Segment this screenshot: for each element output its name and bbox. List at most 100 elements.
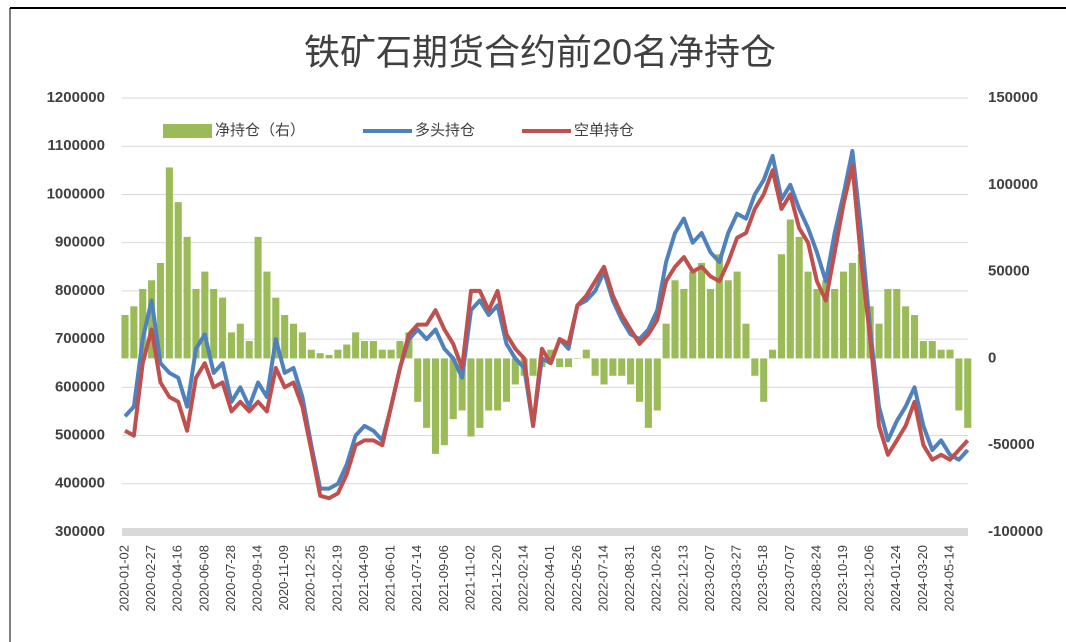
x-tick-label: 2020-12-25	[303, 545, 318, 612]
bar	[139, 288, 147, 359]
x-tick-label: 2023-12-06	[862, 545, 877, 612]
bar	[529, 358, 537, 376]
bar	[884, 288, 892, 359]
bar	[848, 262, 856, 359]
bar	[715, 254, 723, 359]
x-tick-label: 2024-05-14	[941, 545, 956, 612]
bar	[210, 288, 218, 359]
bar	[556, 358, 564, 368]
y-tick-label: 1000000	[47, 185, 105, 202]
bar	[343, 344, 351, 359]
y-tick-label: 800000	[55, 282, 105, 299]
x-tick-label: 2020-04-16	[170, 545, 185, 612]
bar	[334, 349, 342, 359]
legend-label: 空单持仓	[574, 122, 634, 139]
bar	[467, 358, 475, 437]
bar	[910, 315, 919, 359]
x-tick-label: 2023-08-24	[808, 545, 823, 612]
bar	[777, 254, 785, 359]
bar	[440, 358, 448, 446]
bar	[627, 358, 635, 385]
bar	[281, 315, 289, 359]
bar	[786, 219, 794, 359]
y2-tick-label: 50000	[988, 263, 1030, 280]
bar	[875, 323, 883, 359]
bar	[360, 341, 369, 359]
x-tick-label: 2024-01-24	[888, 545, 903, 612]
x-tick-label: 2020-07-28	[223, 545, 238, 612]
x-tick-label: 2022-05-26	[569, 545, 584, 612]
bar	[325, 354, 333, 359]
y-tick-label: 700000	[55, 330, 105, 347]
x-tick-label: 2020-02-27	[143, 545, 158, 612]
x-tick-label: 2024-03-20	[915, 545, 930, 612]
bar	[893, 288, 901, 359]
bar	[174, 202, 182, 359]
bar	[369, 341, 377, 359]
bar	[964, 358, 972, 428]
bar	[804, 271, 812, 359]
x-tick-label: 2022-02-14	[516, 545, 531, 612]
x-tick-label: 2023-10-19	[835, 545, 850, 612]
bar	[928, 341, 936, 359]
bar	[449, 358, 457, 420]
x-tick-label: 2022-07-14	[595, 545, 610, 612]
y2-tick-label: 100000	[988, 176, 1038, 193]
line	[123, 149, 970, 491]
bar	[494, 358, 502, 411]
legend-label: 净持仓（右）	[215, 122, 305, 139]
bar	[201, 271, 209, 359]
bar	[946, 349, 954, 359]
bar	[272, 297, 280, 359]
bar	[423, 358, 431, 428]
bar	[955, 358, 963, 411]
bar	[476, 358, 484, 428]
bar	[414, 358, 422, 402]
bar	[485, 358, 493, 411]
bar	[582, 349, 590, 359]
y-tick-label: 500000	[55, 427, 105, 444]
bar	[680, 288, 688, 359]
x-tick-label: 2022-04-01	[542, 545, 557, 612]
x-tick-label: 2022-10-26	[649, 545, 664, 612]
bar	[502, 358, 510, 402]
bar	[902, 306, 910, 359]
bar	[618, 358, 626, 376]
bar	[831, 288, 839, 359]
y-tick-label: 600000	[55, 378, 105, 395]
bar	[290, 323, 298, 359]
bar	[937, 349, 945, 359]
bar	[165, 167, 173, 359]
y2-tick-label: -50000	[988, 436, 1035, 453]
bar	[600, 358, 608, 385]
bar	[378, 349, 386, 359]
bar	[183, 236, 191, 359]
bar	[857, 254, 865, 359]
bar	[742, 323, 750, 359]
bar	[396, 341, 404, 359]
x-tick-label: 2023-05-18	[755, 545, 770, 612]
bar	[511, 358, 519, 385]
bar	[822, 280, 830, 359]
bar	[662, 323, 670, 359]
bar	[352, 332, 360, 359]
bar	[751, 358, 759, 376]
bar	[458, 358, 466, 411]
x-tick-label: 2021-09-06	[436, 545, 451, 612]
legend-label: 多头持仓	[415, 122, 475, 139]
y-tick-label: 400000	[55, 475, 105, 492]
bar	[307, 349, 315, 359]
x-tick-label: 2020-01-02	[116, 545, 131, 612]
bar	[698, 262, 706, 359]
bar	[706, 288, 715, 359]
x-tick-label: 2020-06-08	[196, 545, 211, 612]
bar	[547, 349, 555, 359]
bar	[316, 353, 324, 359]
y-tick-label: 1200000	[47, 89, 105, 106]
y-tick-label: 900000	[55, 234, 105, 251]
y2-tick-label: -100000	[988, 523, 1043, 540]
bar	[387, 349, 395, 359]
bar	[254, 236, 262, 359]
x-tick-label: 2020-09-14	[250, 545, 265, 612]
